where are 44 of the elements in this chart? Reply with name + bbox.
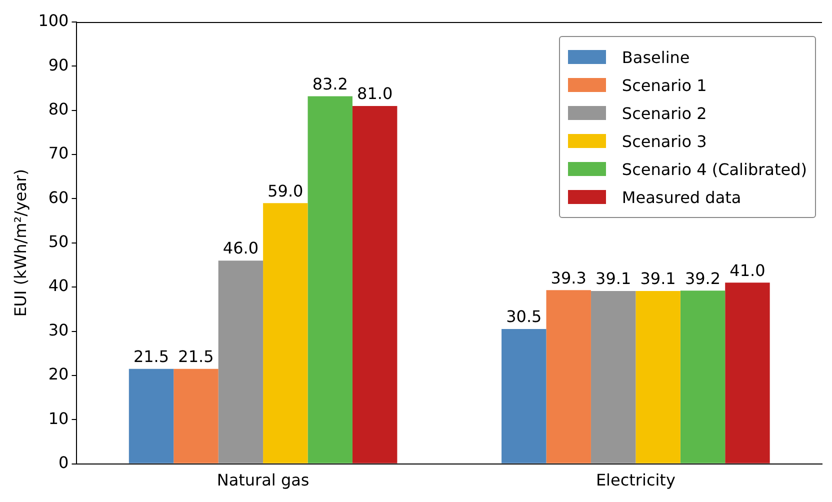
data-label: 21.5 [133,346,170,366]
data-label: 39.2 [684,268,721,288]
legend-label: Measured data [622,188,742,206]
x-tick-label: Natural gas [216,470,310,490]
y-tick-label: 20 [48,364,69,384]
data-label: 30.5 [506,307,542,326]
y-tick-label: 90 [48,55,69,74]
y-tick-label: 100 [38,11,69,30]
data-label: 83.2 [312,74,348,94]
y-tick-label: 10 [48,408,69,428]
bar [725,282,770,464]
bar [218,260,264,464]
y-tick-label: 70 [48,144,69,163]
data-label: 39.3 [550,268,586,288]
bar [308,96,352,464]
y-tick-label: 50 [48,232,69,252]
data-label: 21.5 [178,346,214,366]
y-tick-label: 30 [48,320,69,340]
y-tick-label: 80 [48,100,69,119]
legend-label: Scenario 2 [622,104,707,122]
data-label: 81.0 [357,84,393,104]
bar [590,291,636,464]
x-tick-label: Electricity [596,470,676,490]
y-axis-title: EUI (kWh/m²/year) [10,168,30,317]
legend-label: Scenario 3 [622,132,707,150]
data-label: 46.0 [222,238,259,258]
bar [263,203,308,464]
bar [636,291,680,464]
bar [502,329,546,464]
bar [128,368,174,464]
y-tick-label: 40 [48,276,69,296]
data-label: 59.0 [268,181,304,200]
y-tick-label: 60 [48,188,69,207]
y-tick-label: 0 [58,452,69,472]
data-label: 41.0 [730,260,766,280]
legend-label: Scenario 4 (Calibrated) [622,160,807,178]
legend-label: Baseline [622,48,690,66]
bar [680,290,726,464]
bar [546,290,591,464]
bar [174,368,218,464]
data-label: 39.1 [640,269,676,288]
data-label: 39.1 [596,269,632,288]
bar [352,106,398,464]
legend-label: Scenario 1 [622,76,707,94]
